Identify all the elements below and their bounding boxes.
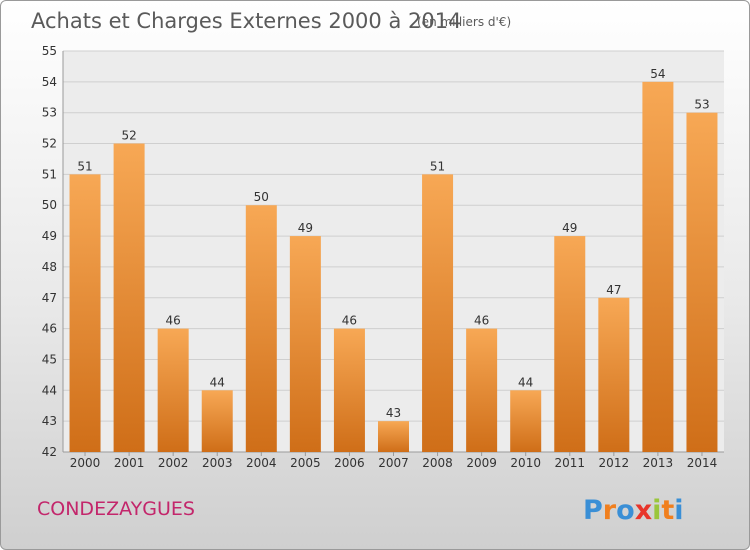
bar bbox=[686, 112, 718, 452]
x-tick-label: 2002 bbox=[158, 456, 189, 470]
town-name: CONDEZAYGUES bbox=[37, 498, 195, 520]
bar bbox=[422, 174, 454, 452]
bar bbox=[69, 174, 101, 452]
chart-unit-note: (en milliers d'€) bbox=[417, 15, 511, 29]
x-tick-label: 2013 bbox=[643, 456, 674, 470]
x-tick-label: 2000 bbox=[70, 456, 101, 470]
y-tick-label: 42 bbox=[42, 445, 57, 459]
logo-letter: i bbox=[674, 495, 683, 526]
bar bbox=[201, 390, 233, 452]
data-label: 53 bbox=[694, 98, 709, 112]
bar bbox=[510, 390, 542, 452]
data-label: 51 bbox=[77, 159, 92, 173]
bar bbox=[333, 328, 365, 452]
y-tick-label: 50 bbox=[42, 198, 57, 212]
x-tick-label: 2012 bbox=[599, 456, 630, 470]
logo-letter: i bbox=[652, 495, 661, 526]
plot-area: 42 43 44 45 46 47 48 49 50 51 52 53 54 55 51 2000 52 2001… bbox=[42, 44, 724, 470]
y-tick-label: 53 bbox=[42, 106, 57, 120]
data-label: 46 bbox=[342, 314, 357, 328]
x-tick-label: 2005 bbox=[290, 456, 321, 470]
chart-title: Achats et Charges Externes 2000 à 2014 bbox=[31, 9, 461, 33]
data-label: 46 bbox=[166, 314, 181, 328]
y-tick-label: 45 bbox=[42, 352, 57, 366]
x-tick-label: 2004 bbox=[246, 456, 277, 470]
logo-letter: o bbox=[616, 495, 635, 526]
x-tick-label: 2011 bbox=[554, 456, 585, 470]
data-label: 47 bbox=[606, 283, 621, 297]
logo-letter: P bbox=[583, 495, 603, 526]
data-label: 44 bbox=[210, 375, 225, 389]
data-label: 51 bbox=[430, 159, 445, 173]
y-tick-label: 46 bbox=[42, 322, 57, 336]
data-label: 50 bbox=[254, 190, 269, 204]
x-tick-label: 2001 bbox=[114, 456, 145, 470]
data-label: 52 bbox=[121, 129, 136, 143]
y-tick-label: 43 bbox=[42, 414, 57, 428]
logo-letter: x bbox=[635, 495, 652, 526]
x-tick-label: 2007 bbox=[378, 456, 409, 470]
y-tick-label: 44 bbox=[42, 383, 57, 397]
bar bbox=[113, 143, 145, 453]
y-tick-label: 47 bbox=[42, 291, 57, 305]
logo-letter: r bbox=[603, 495, 617, 526]
y-tick-label: 54 bbox=[42, 75, 57, 89]
data-label: 49 bbox=[298, 221, 313, 235]
bar bbox=[554, 236, 586, 452]
proxiti-logo: Proxiti bbox=[583, 495, 684, 526]
x-tick-label: 2014 bbox=[687, 456, 718, 470]
y-tick-label: 49 bbox=[42, 229, 57, 243]
bar bbox=[642, 81, 674, 452]
x-tick-label: 2008 bbox=[422, 456, 453, 470]
bar bbox=[157, 328, 189, 452]
bar bbox=[378, 421, 409, 452]
bar bbox=[245, 205, 277, 452]
x-tick-label: 2010 bbox=[510, 456, 541, 470]
y-tick-label: 48 bbox=[42, 260, 57, 274]
y-tick-label: 52 bbox=[42, 137, 57, 151]
data-label: 43 bbox=[386, 406, 401, 420]
x-tick-label: 2006 bbox=[334, 456, 365, 470]
data-label: 49 bbox=[562, 221, 577, 235]
data-label: 44 bbox=[518, 375, 533, 389]
x-tick-label: 2009 bbox=[466, 456, 497, 470]
x-tick-label: 2003 bbox=[202, 456, 233, 470]
bar bbox=[598, 297, 630, 452]
data-label: 54 bbox=[650, 67, 665, 81]
logo-letter: t bbox=[661, 495, 674, 526]
y-tick-label: 51 bbox=[42, 167, 57, 181]
bar bbox=[466, 328, 498, 452]
y-tick-label: 55 bbox=[42, 44, 57, 58]
data-label: 46 bbox=[474, 314, 489, 328]
bar bbox=[289, 236, 321, 452]
